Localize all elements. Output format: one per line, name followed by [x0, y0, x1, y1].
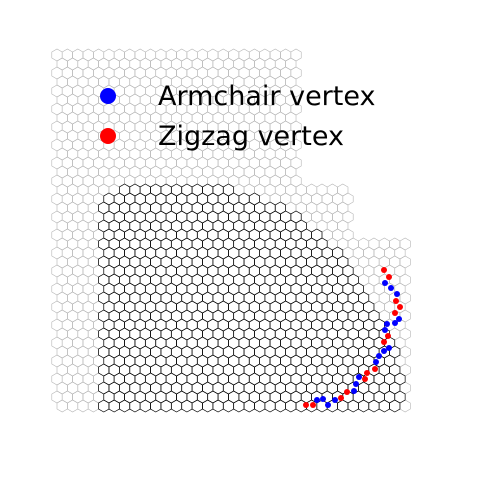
zigzag-vertex	[310, 402, 316, 408]
hexagon-cell-inner	[109, 400, 119, 412]
zigzag-vertex	[381, 339, 387, 345]
armchair-vertex	[325, 402, 331, 408]
zigzag-vertex-marker	[100, 128, 116, 144]
hexagon-cell-inner	[244, 400, 254, 412]
hexagon-cell-outer	[78, 400, 88, 412]
hexagon-cell-inner	[130, 400, 140, 412]
hexagon-cell-inner	[234, 400, 244, 412]
legend: Armchair vertex Zigzag vertex	[96, 76, 375, 156]
armchair-vertex	[384, 321, 390, 327]
zigzag-vertex	[362, 376, 368, 382]
hexagon-cell-inner	[171, 400, 181, 412]
armchair-vertex	[320, 396, 326, 402]
hexagon-cell-inner	[119, 400, 129, 412]
armchair-vertex	[314, 397, 320, 403]
hexagon-cell-inner	[265, 400, 275, 412]
armchair-vertex	[351, 388, 357, 394]
armchair-vertex	[381, 348, 387, 354]
armchair-vertex	[373, 359, 379, 365]
hexagon-cell-inner	[99, 400, 109, 412]
hexagon-cell-inner	[390, 400, 400, 412]
armchair-vertex	[376, 353, 382, 359]
hexagon-cell-outer	[88, 400, 98, 412]
hexagon-cell-inner	[369, 400, 379, 412]
hexagon-cell-inner	[254, 400, 264, 412]
legend-label-zigzag: Zigzag vertex	[158, 121, 344, 152]
hexagon-cell-inner	[213, 400, 223, 412]
hexagon-cell-inner	[275, 400, 285, 412]
legend-label-armchair: Armchair vertex	[158, 81, 375, 112]
armchair-vertex	[356, 374, 362, 380]
hexagon-cell-inner	[202, 400, 212, 412]
zigzag-vertex	[372, 366, 378, 372]
legend-item-armchair: Armchair vertex	[96, 76, 375, 116]
armchair-vertex-marker	[100, 88, 116, 104]
legend-item-zigzag: Zigzag vertex	[96, 116, 375, 156]
zigzag-vertex	[392, 310, 398, 316]
hexagon-cell-inner	[358, 400, 368, 412]
zigzag-vertex	[386, 274, 392, 280]
armchair-vertex	[386, 345, 392, 351]
armchair-vertex	[382, 327, 388, 333]
armchair-vertex	[388, 285, 394, 291]
hexagon-cell-inner	[286, 400, 296, 412]
hexagon-cell-inner	[192, 400, 202, 412]
zigzag-vertex	[393, 298, 399, 304]
zigzag-vertex	[397, 304, 403, 310]
zigzag-vertex	[385, 333, 391, 339]
hexagon-cell-inner	[348, 400, 358, 412]
hexagon-cell-inner	[140, 400, 150, 412]
hexagon-cell-outer	[67, 400, 77, 412]
hexagon-cell-inner	[161, 400, 171, 412]
hexagon-cell-inner	[182, 400, 192, 412]
zigzag-vertex	[381, 267, 387, 273]
armchair-vertex	[392, 320, 398, 326]
hexagon-cell-inner	[338, 400, 348, 412]
hexagon-cell-outer	[57, 400, 67, 412]
armchair-vertex	[332, 397, 338, 403]
armchair-vertex	[353, 381, 359, 387]
armchair-vertex	[394, 291, 400, 297]
zigzag-vertex	[364, 370, 370, 376]
armchair-vertex	[382, 280, 388, 286]
hexagon-cell-inner	[223, 400, 233, 412]
zigzag-vertex	[303, 402, 309, 408]
zigzag-vertex	[338, 395, 344, 401]
zigzag-vertex	[344, 389, 350, 395]
hexagon-cell-inner	[379, 400, 389, 412]
hexagon-cell-inner	[151, 400, 161, 412]
